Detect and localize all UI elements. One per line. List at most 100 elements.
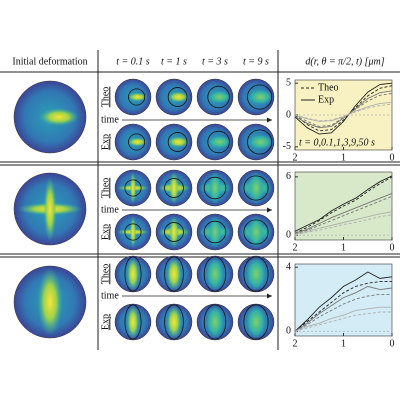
theo-curve — [294, 176, 393, 234]
heatmap — [155, 303, 193, 341]
theo-curve — [294, 92, 393, 127]
heatmap-edge — [196, 123, 234, 161]
blob — [207, 135, 232, 149]
blob — [43, 176, 57, 242]
frame — [0, 50, 400, 350]
row-label: Theo — [100, 178, 111, 199]
heatmap — [237, 213, 275, 251]
exp-curve — [294, 101, 393, 122]
time-note: t = 0,0.1,1,3,9,50 s — [299, 137, 375, 148]
theo-curve — [294, 281, 392, 332]
heatmap-edge — [237, 213, 275, 251]
x-tick-label: 1 — [341, 242, 346, 253]
y-tick-label: 5 — [286, 77, 291, 88]
row-label: Exp — [100, 134, 111, 150]
time-label: time — [101, 204, 119, 215]
heatmap — [114, 255, 152, 293]
blob — [247, 134, 274, 150]
blob — [126, 304, 140, 340]
heatmap-edge — [196, 213, 234, 251]
plot-area — [294, 263, 393, 337]
legend-theo: Theo — [318, 82, 339, 93]
blob — [167, 136, 190, 148]
heatmap-edge — [196, 255, 234, 293]
contour — [164, 222, 184, 242]
heatmap-edge — [237, 255, 275, 293]
heatmap — [237, 123, 275, 161]
heatmap-edge — [114, 169, 152, 207]
x-tick-label: 2 — [293, 242, 298, 253]
contour — [124, 304, 142, 340]
blob — [168, 171, 180, 205]
heatmap-edge — [114, 78, 152, 116]
blob — [127, 137, 148, 147]
heatmap — [237, 255, 275, 293]
heatmap — [13, 172, 87, 246]
time-label: time — [101, 290, 119, 301]
heatmap — [155, 213, 193, 251]
heatmap — [196, 78, 234, 116]
contour — [164, 304, 184, 340]
heatmap — [196, 255, 234, 293]
contour — [247, 129, 273, 155]
heatmap-edge — [114, 255, 152, 293]
heatmap-edge — [155, 255, 193, 293]
contour — [203, 256, 227, 292]
x-tick-label: 2 — [293, 338, 298, 349]
legend-exp: Exp — [318, 94, 334, 105]
heatmap-edge — [237, 123, 275, 161]
x-tick-label: 1 — [341, 152, 346, 163]
exp-curve — [294, 285, 393, 332]
contour — [207, 130, 230, 154]
blob — [245, 256, 267, 292]
contour — [124, 179, 142, 197]
blob — [168, 215, 180, 249]
heatmap — [114, 303, 152, 341]
exp-curve — [294, 192, 393, 234]
heatmap — [196, 213, 234, 251]
time-arrowhead — [267, 207, 272, 213]
time-header: t = 9 s — [243, 56, 269, 67]
x-tick-label: 1 — [341, 338, 346, 349]
contour — [243, 256, 269, 292]
heatmap-edge — [196, 78, 234, 116]
blob — [129, 171, 137, 205]
x-tick-label: 0 — [390, 338, 395, 349]
row-label: Exp — [100, 314, 111, 330]
row-label: Exp — [100, 224, 111, 240]
exp-curve — [294, 211, 393, 235]
time-arrowhead — [267, 293, 272, 299]
heatmap-edge — [13, 80, 87, 154]
time-header: t = 0.1 s — [116, 56, 150, 67]
blob — [127, 92, 148, 102]
exp-curve — [294, 271, 393, 332]
contour — [203, 176, 227, 200]
heatmap-edge — [13, 265, 87, 339]
x-tick-label: 0 — [390, 242, 395, 253]
heatmap-edge — [155, 213, 193, 251]
time-label: time — [101, 114, 119, 125]
blob — [206, 256, 224, 292]
heatmap-edge — [155, 303, 193, 341]
blob — [206, 304, 224, 340]
x-tick-label: 2 — [293, 152, 298, 163]
time-arrowhead — [267, 117, 272, 123]
heatmap-edge — [196, 303, 234, 341]
blob — [247, 215, 265, 249]
contour — [243, 304, 269, 340]
contour — [243, 219, 269, 245]
theo-curve — [294, 85, 393, 132]
heatmap — [155, 78, 193, 116]
x-tick-label: 0 — [390, 152, 395, 163]
blob — [166, 256, 182, 292]
exp-curve — [294, 175, 393, 232]
heatmap — [155, 255, 193, 293]
heatmap — [196, 123, 234, 161]
y-tick-label: 0 — [286, 109, 291, 120]
contour — [167, 87, 188, 107]
heatmap — [114, 213, 152, 251]
blob — [245, 304, 267, 340]
theo-curve — [294, 214, 393, 236]
y-tick-label: -5 — [283, 141, 291, 152]
